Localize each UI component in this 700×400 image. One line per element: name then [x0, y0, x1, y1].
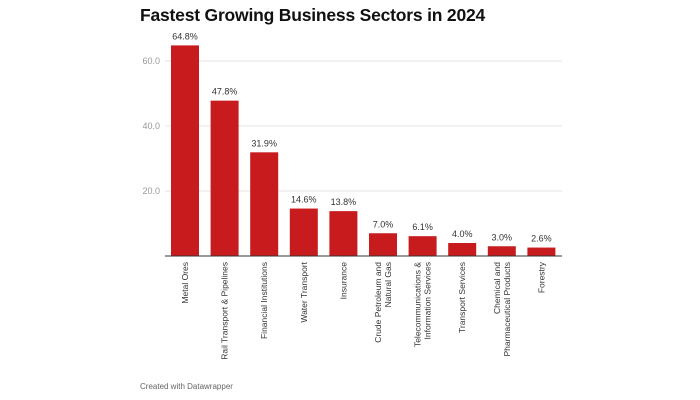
x-tick-label: Rail Transport & Pipelines [220, 262, 230, 360]
data-label: 13.8% [331, 197, 357, 207]
bar [250, 152, 279, 256]
y-tick-label: 40.0 [142, 121, 160, 131]
data-label: 14.6% [291, 195, 317, 205]
bar [527, 247, 556, 256]
bar [171, 45, 199, 257]
data-label: 4.0% [452, 229, 473, 239]
x-tick-label: Forestry [536, 261, 546, 293]
data-label: 31.9% [251, 138, 277, 148]
bar [448, 243, 477, 256]
x-tick-label: Chemical andPharmaceutical Products [492, 262, 512, 357]
x-tick-label: Telecommunications &Information Services [413, 262, 433, 347]
bar [329, 211, 358, 256]
data-label: 3.0% [492, 232, 513, 242]
chart-title: Fastest Growing Business Sectors in 2024 [140, 5, 486, 25]
y-tick-label: 60.0 [142, 56, 160, 66]
data-label: 2.6% [531, 234, 552, 244]
y-tick-label: 20.0 [142, 186, 160, 196]
x-tick-label: Water Transport [299, 261, 309, 322]
x-tick-label: Transport Services [457, 262, 467, 333]
data-label: 7.0% [373, 219, 394, 229]
x-tick-label: Insurance [338, 262, 348, 300]
x-tick-label: Crude Petroleum andNatural Gas [373, 262, 393, 343]
bar [369, 233, 397, 256]
bar [289, 208, 318, 256]
x-tick-label: Financial Institutions [259, 262, 269, 339]
data-label: 47.8% [212, 87, 238, 97]
x-tick-label: Metal Ores [180, 262, 190, 304]
bar [487, 246, 516, 256]
bar [210, 100, 239, 257]
data-label: 64.8% [172, 31, 198, 41]
footer-credit: Created with Datawrapper [140, 382, 233, 391]
data-label: 6.1% [412, 222, 433, 232]
bar [408, 236, 437, 256]
